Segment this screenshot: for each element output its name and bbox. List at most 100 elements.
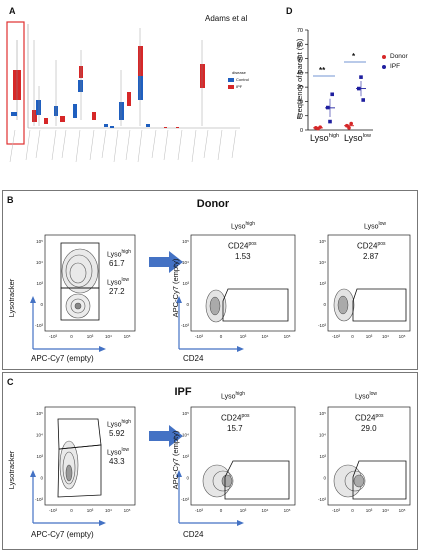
y-axis-tick-label: 0 (186, 302, 189, 307)
y-axis-tick-label: 10⁴ (319, 260, 326, 265)
panel-c: C IPF Lysohigh Lysolow (2, 372, 418, 550)
panel-c-letter: C (7, 377, 14, 387)
legend-item-ipf: IPF (236, 84, 243, 89)
y-axis-tick-label: 10⁴ (182, 260, 189, 265)
x-axis-tick-label: 10⁵ (399, 334, 406, 339)
gate-low-value-b: 27.2 (109, 287, 125, 296)
x-axis-tick-label: 0 (220, 334, 223, 339)
y-tick-label: 70 (297, 28, 303, 34)
x-axis-tick-label: 10⁵ (284, 334, 291, 339)
x-axis-tick-label: 10⁵ (399, 508, 406, 513)
y-axis-tick-label: -10³ (181, 323, 190, 328)
panel-c-plots: 10⁵ 10⁴ 10³ 0 -10³ -10³ 0 10³ 10⁴ 10⁵ 10⁵ 10⁴ 10³ 0 -1… (30, 406, 411, 526)
y-tick-label: 50 (297, 57, 303, 63)
x-axis-tick-label: -10³ (49, 508, 58, 513)
x-axis-tick-label: 10⁴ (382, 334, 389, 339)
y-axis-tick-label: 10⁵ (319, 411, 326, 416)
box-series (32, 46, 205, 128)
cd24-high-value-c: 15.7 (227, 424, 243, 433)
ylabel-c2: APC-Cy7 (empty) (171, 430, 180, 490)
gate-low-b (60, 287, 100, 321)
y-axis-tick-label: 10⁵ (182, 411, 189, 416)
y-axis-tick-label: 0 (40, 476, 43, 481)
arrow-c (149, 425, 183, 447)
y-axis-tick-label: -10³ (318, 323, 327, 328)
arrow-b (149, 251, 183, 273)
xlabel-b1: APC-Cy7 (empty) (31, 354, 94, 363)
legend-ipf: IPF (390, 63, 401, 70)
y-tick-label: 20 (297, 99, 303, 105)
y-axis-tick-label: 10⁵ (319, 239, 326, 244)
x-axis-tick-label: 10³ (87, 334, 94, 339)
x-axis-tick-label: 10⁵ (124, 334, 131, 339)
cd24-low-value-b: 2.87 (363, 252, 379, 261)
gate-cd24-c3 (352, 460, 407, 500)
legend-title: disease (232, 70, 246, 75)
x-axis-tick-label: -10³ (49, 334, 58, 339)
panel-d: D Frequency of parent (%) 0 10 20 30 40 50 60 7… (280, 0, 421, 180)
y-axis-tick-label: 10⁵ (182, 239, 189, 244)
panel-b-plots: 10⁵ 10⁴ 10³ 0 -10³ -10³ 0 10³ 10⁴ 10⁵ 10⁵ 10⁴ 10³ 0 -1… (30, 234, 411, 352)
gate-high-value-c: 5.92 (109, 429, 125, 438)
x-axis-tick-label: 10⁵ (284, 508, 291, 513)
x-axis-tick-label: -10³ (332, 334, 341, 339)
x-axis-tick-label: 10⁴ (105, 508, 112, 513)
y-axis-tick-label: -10³ (318, 497, 327, 502)
x-axis-tick-label: -10³ (332, 508, 341, 513)
y-axis-tick-label: -10³ (35, 497, 44, 502)
gate-high-value-b: 61.7 (109, 259, 125, 268)
panel-a-caption: Adams et al (205, 14, 248, 23)
gate-cd24-b3 (352, 288, 407, 322)
y-axis-tick-label: 0 (186, 476, 189, 481)
ylabel-b2: APC-Cy7 (empty) (171, 258, 180, 318)
density-blob-b1 (61, 248, 99, 319)
gate-cd24-b2 (222, 288, 289, 322)
cd24-high-value-b: 1.53 (235, 252, 251, 261)
x-axis-tick-label: 0 (220, 508, 223, 513)
boxplot-figure (6, 21, 240, 163)
y-axis-tick-label: 0 (323, 302, 326, 307)
data-point-donor (349, 121, 353, 126)
y-tick-label: 40 (297, 71, 303, 77)
y-tick-label: 60 (297, 42, 303, 48)
x-axis-tick-label: 10⁴ (382, 508, 389, 513)
panel-b-col-high: Lysohigh (231, 221, 255, 231)
data-point-donor (318, 125, 322, 129)
y-axis-tick-label: -10³ (181, 497, 190, 502)
y-axis-tick-label: 10³ (36, 454, 43, 459)
y-axis-tick-label: 10⁴ (36, 260, 43, 265)
cd24-high-label-c: CD24pos (221, 413, 250, 423)
data-point-ipf (361, 98, 365, 102)
xgroup-high: Lysohigh (310, 133, 340, 143)
data-point-ipf (359, 75, 363, 79)
cd24-low-label-c: CD24pos (355, 413, 384, 423)
gate-high-label-b: Lysohigh (107, 249, 131, 259)
y-tick-label: 0 (300, 128, 303, 134)
xgroup-low: Lysolow (344, 133, 371, 143)
gate-low-c (57, 444, 102, 498)
ylabel-b1: Lysotracker (7, 278, 16, 318)
cd24-high-label-b: CD24pos (228, 241, 257, 251)
y-axis-tick-label: 0 (323, 476, 326, 481)
y-tick-label: 30 (297, 85, 303, 91)
cd24-low-value-c: 29.0 (361, 424, 377, 433)
x-axis-tick-label: 10⁴ (262, 334, 269, 339)
xlabel-b2: CD24 (183, 354, 204, 363)
panel-c-title: IPF (174, 386, 192, 398)
x-axis-tick-label: 10⁴ (105, 334, 112, 339)
legend-donor: Donor (390, 53, 408, 60)
y-tick-label: 10 (297, 114, 303, 120)
x-axis-tick-label: 0 (351, 334, 354, 339)
x-axis-tick-label: 10³ (240, 334, 247, 339)
y-axis-tick-label: 0 (40, 302, 43, 307)
y-axis-tick-label: 10³ (182, 454, 189, 459)
data-point-donor (347, 126, 351, 130)
x-axis-tick-label: 10⁴ (262, 508, 269, 513)
y-axis-tick-label: 10³ (319, 454, 326, 459)
cd24-low-label-b: CD24pos (357, 241, 386, 251)
sig-high: ** (319, 66, 326, 75)
y-axis-tick-label: 10⁴ (36, 433, 43, 438)
panel-c-col-low: Lysolow (355, 391, 378, 401)
scatter-chart: 0 10 20 30 40 50 60 70 (297, 28, 386, 134)
data-point-ipf (330, 92, 334, 97)
